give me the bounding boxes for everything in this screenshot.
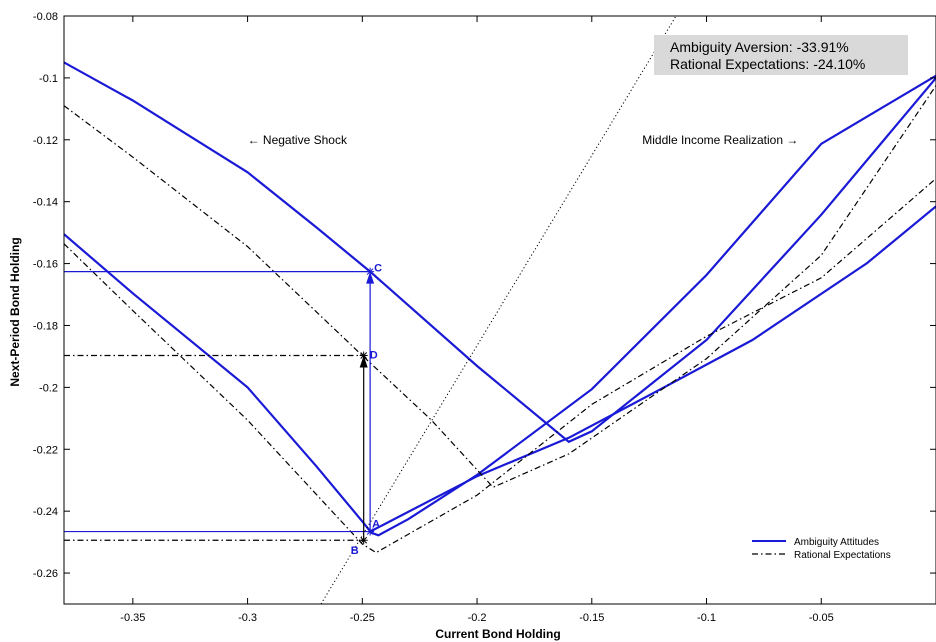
guides-layer	[64, 271, 375, 541]
legend-label-rational: Rational Expectations	[794, 550, 891, 561]
x-tick-label: -0.2	[468, 612, 487, 624]
point-label-C: C	[374, 263, 382, 275]
series-line-ambiguity-1	[64, 74, 936, 537]
y-tick-label: -0.16	[33, 259, 58, 271]
y-tick-label: -0.08	[33, 11, 58, 23]
series-line-ambiguity-2	[369, 205, 936, 533]
x-tick-label: -0.3	[238, 612, 257, 624]
legend: Ambiguity Attitudes Rational Expectation…	[748, 530, 918, 564]
arrow-head-ambiguity	[366, 271, 375, 284]
annotation-middle-income: Middle Income Realization →	[642, 133, 798, 147]
legend-label-ambiguity: Ambiguity Attitudes	[794, 537, 879, 548]
points-layer: A B C D	[351, 263, 382, 558]
annotations: ← Negative Shock Middle Income Realizatio…	[248, 133, 799, 147]
y-tick-label: -0.1	[39, 73, 58, 85]
x-axis-title: Current Bond Holding	[435, 627, 560, 641]
y-tick-label: -0.14	[33, 197, 58, 209]
x-tick-label: -0.35	[120, 612, 145, 624]
y-tick-label: -0.2	[39, 382, 58, 394]
y-tick-label: -0.18	[33, 320, 58, 332]
y-tick-label: -0.26	[33, 568, 58, 580]
series-line-ambiguity-0	[64, 61, 936, 444]
stats-box: Ambiguity Aversion: -33.91% Rational Exp…	[654, 35, 908, 75]
point-marker-D	[359, 351, 368, 360]
x-tick-label: -0.15	[579, 612, 604, 624]
stats-line-rational: Rational Expectations: -24.10%	[670, 56, 865, 72]
x-tick-label: -0.25	[350, 612, 375, 624]
point-label-A: A	[372, 519, 380, 531]
point-marker-B	[359, 536, 368, 545]
x-tick-label: -0.1	[697, 612, 716, 624]
y-tick-label: -0.22	[33, 444, 58, 456]
x-tick-label: -0.05	[809, 612, 834, 624]
arrow-head-rational	[359, 355, 368, 368]
series-line-rational-4	[64, 178, 936, 554]
series-layer	[64, 16, 936, 604]
y-tick-label: -0.24	[33, 506, 58, 518]
series-line-rational-5	[320, 16, 677, 604]
annotation-negative-shock: ← Negative Shock	[248, 133, 348, 147]
point-marker-A	[366, 527, 375, 536]
y-axis-title: Next-Period Bond Holding	[8, 237, 22, 386]
point-label-B: B	[351, 545, 359, 557]
stats-box-background	[654, 35, 908, 75]
legend-background	[748, 530, 918, 564]
y-tick-label: -0.12	[33, 135, 58, 147]
stats-line-ambiguity: Ambiguity Aversion: -33.91%	[670, 39, 849, 55]
axes: -0.35 -0.3 -0.25 -0.2 -0.15 -0.1 -0.05 -0.08 -0.…	[33, 11, 936, 624]
point-marker-C	[366, 267, 375, 276]
point-label-D: D	[370, 349, 378, 361]
plot-frame	[63, 15, 936, 605]
series-line-rational-3	[64, 85, 936, 489]
